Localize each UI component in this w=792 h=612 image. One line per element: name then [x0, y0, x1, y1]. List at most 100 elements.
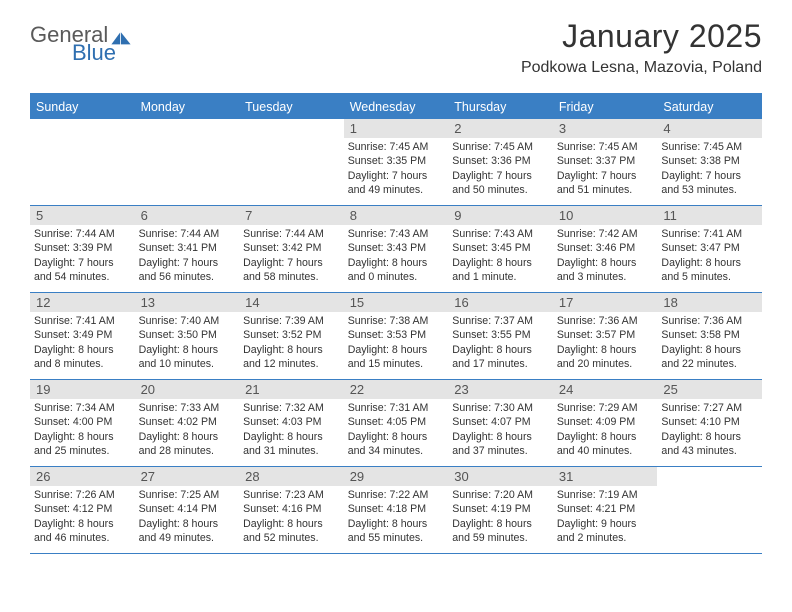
daylight-line: Daylight: 9 hours and 2 minutes.	[557, 518, 637, 544]
sunrise-line: Sunrise: 7:26 AM	[34, 489, 115, 501]
day-details: Sunrise: 7:31 AMSunset: 4:05 PMDaylight:…	[344, 399, 449, 462]
day-number: 10	[553, 206, 658, 225]
sunrise-line: Sunrise: 7:45 AM	[452, 141, 533, 153]
day-details: Sunrise: 7:40 AMSunset: 3:50 PMDaylight:…	[135, 312, 240, 375]
sunrise-line: Sunrise: 7:44 AM	[243, 228, 324, 240]
dow-monday: Monday	[135, 95, 240, 119]
day-number: 25	[657, 380, 762, 399]
sunset-line: Sunset: 3:57 PM	[557, 329, 635, 341]
calendar-week: 19Sunrise: 7:34 AMSunset: 4:00 PMDayligh…	[30, 380, 762, 467]
sunset-line: Sunset: 3:43 PM	[348, 242, 426, 254]
day-number: 14	[239, 293, 344, 312]
sunset-line: Sunset: 3:45 PM	[452, 242, 530, 254]
calendar-week: 1Sunrise: 7:45 AMSunset: 3:35 PMDaylight…	[30, 119, 762, 206]
sunset-line: Sunset: 3:47 PM	[661, 242, 739, 254]
sunrise-line: Sunrise: 7:23 AM	[243, 489, 324, 501]
sunset-line: Sunset: 4:09 PM	[557, 416, 635, 428]
day-details: Sunrise: 7:29 AMSunset: 4:09 PMDaylight:…	[553, 399, 658, 462]
calendar-day: 13Sunrise: 7:40 AMSunset: 3:50 PMDayligh…	[135, 293, 240, 379]
daylight-line: Daylight: 8 hours and 22 minutes.	[661, 344, 741, 370]
sunset-line: Sunset: 4:00 PM	[34, 416, 112, 428]
day-details: Sunrise: 7:45 AMSunset: 3:37 PMDaylight:…	[553, 138, 658, 201]
sunset-line: Sunset: 3:41 PM	[139, 242, 217, 254]
day-details: Sunrise: 7:36 AM Sunset: 3:58 PM Daylight:…	[657, 312, 762, 375]
calendar-day: 26Sunrise: 7:26 AMSunset: 4:12 PMDayligh…	[30, 467, 135, 553]
calendar-day: 20Sunrise: 7:33 AMSunset: 4:02 PMDayligh…	[135, 380, 240, 466]
calendar-grid: Sunday Monday Tuesday Wednesday Thursday…	[30, 93, 762, 554]
daylight-line: Daylight: 8 hours and 1 minute.	[452, 257, 532, 283]
daylight-line: Daylight: 8 hours and 40 minutes.	[557, 431, 637, 457]
sunset-line: Sunset: 4:21 PM	[557, 503, 635, 515]
daylight-line: Daylight: 8 hours and 10 minutes.	[139, 344, 219, 370]
day-number: 29	[344, 467, 449, 486]
day-number: 17	[553, 293, 658, 312]
sunrise-line: Sunrise: 7:44 AM	[139, 228, 220, 240]
calendar-day: 25Sunrise: 7:27 AMSunset: 4:10 PMDayligh…	[657, 380, 762, 466]
day-details: Sunrise: 7:26 AMSunset: 4:12 PMDaylight:…	[30, 486, 135, 549]
dow-tuesday: Tuesday	[239, 95, 344, 119]
brand-logo: GeneralBlue	[30, 18, 132, 64]
calendar-day	[657, 467, 762, 553]
day-details: Sunrise: 7:41 AMSunset: 3:49 PMDaylight:…	[30, 312, 135, 375]
day-details: Sunrise: 7:38 AMSunset: 3:53 PMDaylight:…	[344, 312, 449, 375]
month-title: January 2025	[521, 18, 762, 55]
calendar-day: 30Sunrise: 7:20 AMSunset: 4:19 PMDayligh…	[448, 467, 553, 553]
calendar-day: 27Sunrise: 7:25 AMSunset: 4:14 PMDayligh…	[135, 467, 240, 553]
day-number: 22	[344, 380, 449, 399]
day-details: Sunrise: 7:43 AMSunset: 3:43 PMDaylight:…	[344, 225, 449, 288]
day-number: 28	[239, 467, 344, 486]
day-number: 7	[239, 206, 344, 225]
day-details: Sunrise: 7:45 AMSunset: 3:38 PMDaylight:…	[657, 138, 762, 201]
sunset-line: Sunset: 3:53 PM	[348, 329, 426, 341]
calendar-day: 22Sunrise: 7:31 AMSunset: 4:05 PMDayligh…	[344, 380, 449, 466]
day-details: Sunrise: 7:25 AMSunset: 4:14 PMDaylight:…	[135, 486, 240, 549]
daylight-line: Daylight: 8 hours and 8 minutes.	[34, 344, 114, 370]
daylight-line: Daylight: 7 hours and 58 minutes.	[243, 257, 323, 283]
sunrise-line: Sunrise: 7:45 AM	[661, 141, 742, 153]
sunrise-line: Sunrise: 7:42 AM	[557, 228, 638, 240]
calendar-day: 29Sunrise: 7:22 AMSunset: 4:18 PMDayligh…	[344, 467, 449, 553]
calendar-day: 9Sunrise: 7:43 AMSunset: 3:45 PMDaylight…	[448, 206, 553, 292]
sunset-line: Sunset: 3:58 PM	[661, 329, 739, 341]
sunset-line: Sunset: 4:12 PM	[34, 503, 112, 515]
weeks-container: 1Sunrise: 7:45 AMSunset: 3:35 PMDaylight…	[30, 119, 762, 554]
day-number: 21	[239, 380, 344, 399]
day-number: 23	[448, 380, 553, 399]
sunrise-line: Sunrise: 7:34 AM	[34, 402, 115, 414]
sunset-line: Sunset: 3:37 PM	[557, 155, 635, 167]
calendar-day: 24Sunrise: 7:29 AMSunset: 4:09 PMDayligh…	[553, 380, 658, 466]
day-number: 6	[135, 206, 240, 225]
sunset-line: Sunset: 3:52 PM	[243, 329, 321, 341]
daylight-line: Daylight: 8 hours and 0 minutes.	[348, 257, 428, 283]
calendar-day: 7Sunrise: 7:44 AMSunset: 3:42 PMDaylight…	[239, 206, 344, 292]
dow-saturday: Saturday	[657, 95, 762, 119]
title-block: January 2025 Podkowa Lesna, Mazovia, Pol…	[521, 18, 762, 77]
calendar-day: 23Sunrise: 7:30 AMSunset: 4:07 PMDayligh…	[448, 380, 553, 466]
day-details: Sunrise: 7:27 AMSunset: 4:10 PMDaylight:…	[657, 399, 762, 462]
calendar-day: 21Sunrise: 7:32 AMSunset: 4:03 PMDayligh…	[239, 380, 344, 466]
sunset-line: Sunset: 4:05 PM	[348, 416, 426, 428]
calendar-day: 19Sunrise: 7:34 AMSunset: 4:00 PMDayligh…	[30, 380, 135, 466]
calendar-day: 4Sunrise: 7:45 AMSunset: 3:38 PMDaylight…	[657, 119, 762, 205]
sunset-line: Sunset: 3:50 PM	[139, 329, 217, 341]
day-details: Sunrise: 7:45 AMSunset: 3:36 PMDaylight:…	[448, 138, 553, 201]
sunrise-line: Sunrise: 7:32 AM	[243, 402, 324, 414]
day-details: Sunrise: 7:44 AMSunset: 3:39 PMDaylight:…	[30, 225, 135, 288]
sunrise-line: Sunrise: 7:27 AM	[661, 402, 742, 414]
daylight-line: Daylight: 8 hours and 25 minutes.	[34, 431, 114, 457]
daylight-line: Daylight: 8 hours and 12 minutes.	[243, 344, 323, 370]
day-details: Sunrise: 7:39 AMSunset: 3:52 PMDaylight:…	[239, 312, 344, 375]
calendar-day: 14Sunrise: 7:39 AMSunset: 3:52 PMDayligh…	[239, 293, 344, 379]
day-details: Sunrise: 7:44 AMSunset: 3:41 PMDaylight:…	[135, 225, 240, 288]
sunset-line: Sunset: 3:39 PM	[34, 242, 112, 254]
day-details: Sunrise: 7:42 AMSunset: 3:46 PMDaylight:…	[553, 225, 658, 288]
location-text: Podkowa Lesna, Mazovia, Poland	[521, 59, 762, 77]
sunrise-line: Sunrise: 7:33 AM	[139, 402, 220, 414]
sunset-line: Sunset: 4:18 PM	[348, 503, 426, 515]
day-number: 12	[30, 293, 135, 312]
day-number: 4	[657, 119, 762, 138]
daylight-line: Daylight: 7 hours and 50 minutes.	[452, 170, 532, 196]
day-details: Sunrise: 7:23 AMSunset: 4:16 PMDaylight:…	[239, 486, 344, 549]
sunrise-line: Sunrise: 7:36 AM	[661, 315, 742, 327]
daylight-line: Daylight: 8 hours and 37 minutes.	[452, 431, 532, 457]
